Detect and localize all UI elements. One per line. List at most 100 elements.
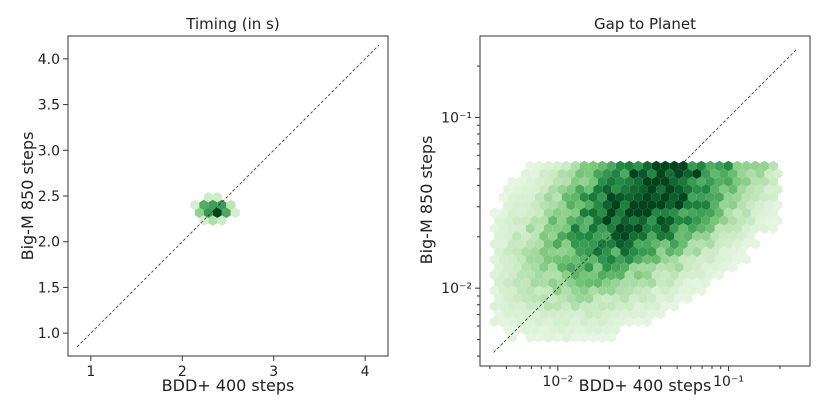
hexbin-cell <box>741 223 751 234</box>
hexbin-cell <box>642 285 652 296</box>
hexbin-cell <box>615 192 625 203</box>
hexbin-cell <box>696 223 706 234</box>
hexbin-cell <box>656 309 666 320</box>
hexbin-cell <box>683 184 693 195</box>
hexbin-cell <box>674 277 684 289</box>
hexbin-cell <box>552 192 562 203</box>
hexbin-cell <box>588 207 598 218</box>
hexbin-cell <box>615 238 625 250</box>
hexbin-cell <box>584 262 594 273</box>
hexbin-cell <box>678 238 688 250</box>
hexbin-cell <box>656 184 666 195</box>
hexbin-cell <box>570 254 580 265</box>
hexbin-cell <box>557 215 567 226</box>
hexbin-cell <box>768 176 778 187</box>
hexbin-cell <box>507 316 517 328</box>
hexbin-cell <box>638 231 648 242</box>
hexbin-cell <box>507 176 517 187</box>
hexbin-cell <box>525 238 535 250</box>
hexbin-cell <box>512 293 522 304</box>
hexbin-cell <box>660 285 670 296</box>
hexbin-cell <box>759 207 769 218</box>
hexbin-cell <box>642 270 652 281</box>
hexbin-cell <box>755 215 765 226</box>
hexbin-cell <box>687 270 697 281</box>
hexbin-cell <box>611 215 621 226</box>
hexbin-cell <box>660 301 670 312</box>
hexbin-cell <box>534 238 544 250</box>
hexbin-cell <box>624 285 634 296</box>
hexbin-cell <box>665 168 675 179</box>
hexbin-cell <box>692 262 702 273</box>
hexbin-cell <box>615 254 625 265</box>
hexbin-cell <box>638 184 648 195</box>
hexbin-cell <box>750 176 760 187</box>
hexbin-cell <box>687 254 697 265</box>
hexbin-cell <box>669 301 679 312</box>
hexbin-cell <box>678 192 688 203</box>
hexbin-cell <box>588 316 598 328</box>
hexbin-cell <box>579 160 589 172</box>
hexbin-cell <box>642 207 652 218</box>
hexbin-cell <box>651 301 661 312</box>
hexbin-cell <box>588 270 598 281</box>
hexbin-cell <box>683 199 693 211</box>
hexbin-cell <box>584 246 594 257</box>
hexbin-cell <box>593 215 603 226</box>
hexbin-cell <box>647 168 657 179</box>
hexbin-cell <box>503 231 513 242</box>
hexbin-cell <box>660 176 670 187</box>
hexbin-cell <box>566 215 576 226</box>
hexbin-cell <box>539 309 549 320</box>
hexbin-cell <box>683 246 693 257</box>
hexbin-cell <box>692 277 702 289</box>
hexbin-cell <box>516 301 526 312</box>
hexbin-cell <box>593 246 603 257</box>
hexbin-cell <box>638 199 648 211</box>
hexbin-cell <box>525 176 535 187</box>
hexbin-cell <box>525 301 535 312</box>
hexbin-cell <box>552 316 562 328</box>
hexbin-cell <box>503 246 513 257</box>
hexbin-cell <box>584 277 594 289</box>
hexbin-cell <box>543 223 553 234</box>
hexbin-cell <box>566 246 576 257</box>
hexbin-cell <box>710 246 720 257</box>
hexbin-cell <box>503 309 513 320</box>
hexbin-cell <box>642 192 652 203</box>
hexbin-cell <box>737 215 747 226</box>
hexbin-cell <box>602 168 612 179</box>
hexbin-cell <box>651 160 661 172</box>
x-tick-label: 10⁻² <box>542 374 573 390</box>
hexbin-cell <box>723 254 733 265</box>
hexbin-cell <box>507 332 517 343</box>
hexbin-cell <box>714 223 724 234</box>
hexbin-cell <box>503 324 513 335</box>
hexbin-cell <box>665 277 675 289</box>
hexbin-cell <box>534 176 544 187</box>
hexbin-cell <box>687 192 697 203</box>
gap-plot-frame <box>479 35 811 367</box>
hexbin-cell <box>584 215 594 226</box>
hexbin-cell <box>498 270 508 281</box>
hexbin-cell <box>615 285 625 296</box>
hexbin-cell <box>629 231 639 242</box>
hexbin-cell <box>539 184 549 195</box>
hexbin-cell <box>530 309 540 320</box>
hexbin-cell <box>696 254 706 265</box>
hexbin-cell <box>624 176 634 187</box>
hexbin-cell <box>624 316 634 328</box>
hexbin-cell <box>570 160 580 172</box>
hexbin-cell <box>503 199 513 211</box>
hexbin-cell <box>489 223 499 234</box>
timing-title: Timing (in s) <box>185 15 279 33</box>
hexbin-cell <box>521 324 531 335</box>
hexbin-cell <box>530 168 540 179</box>
hexbin-cell <box>498 301 508 312</box>
hexbin-cell <box>543 332 553 343</box>
hexbin-cell <box>633 192 643 203</box>
hexbin-cell <box>575 277 585 289</box>
hexbin-cell <box>521 231 531 242</box>
hexbin-cell <box>624 192 634 203</box>
hexbin-cell <box>597 285 607 296</box>
